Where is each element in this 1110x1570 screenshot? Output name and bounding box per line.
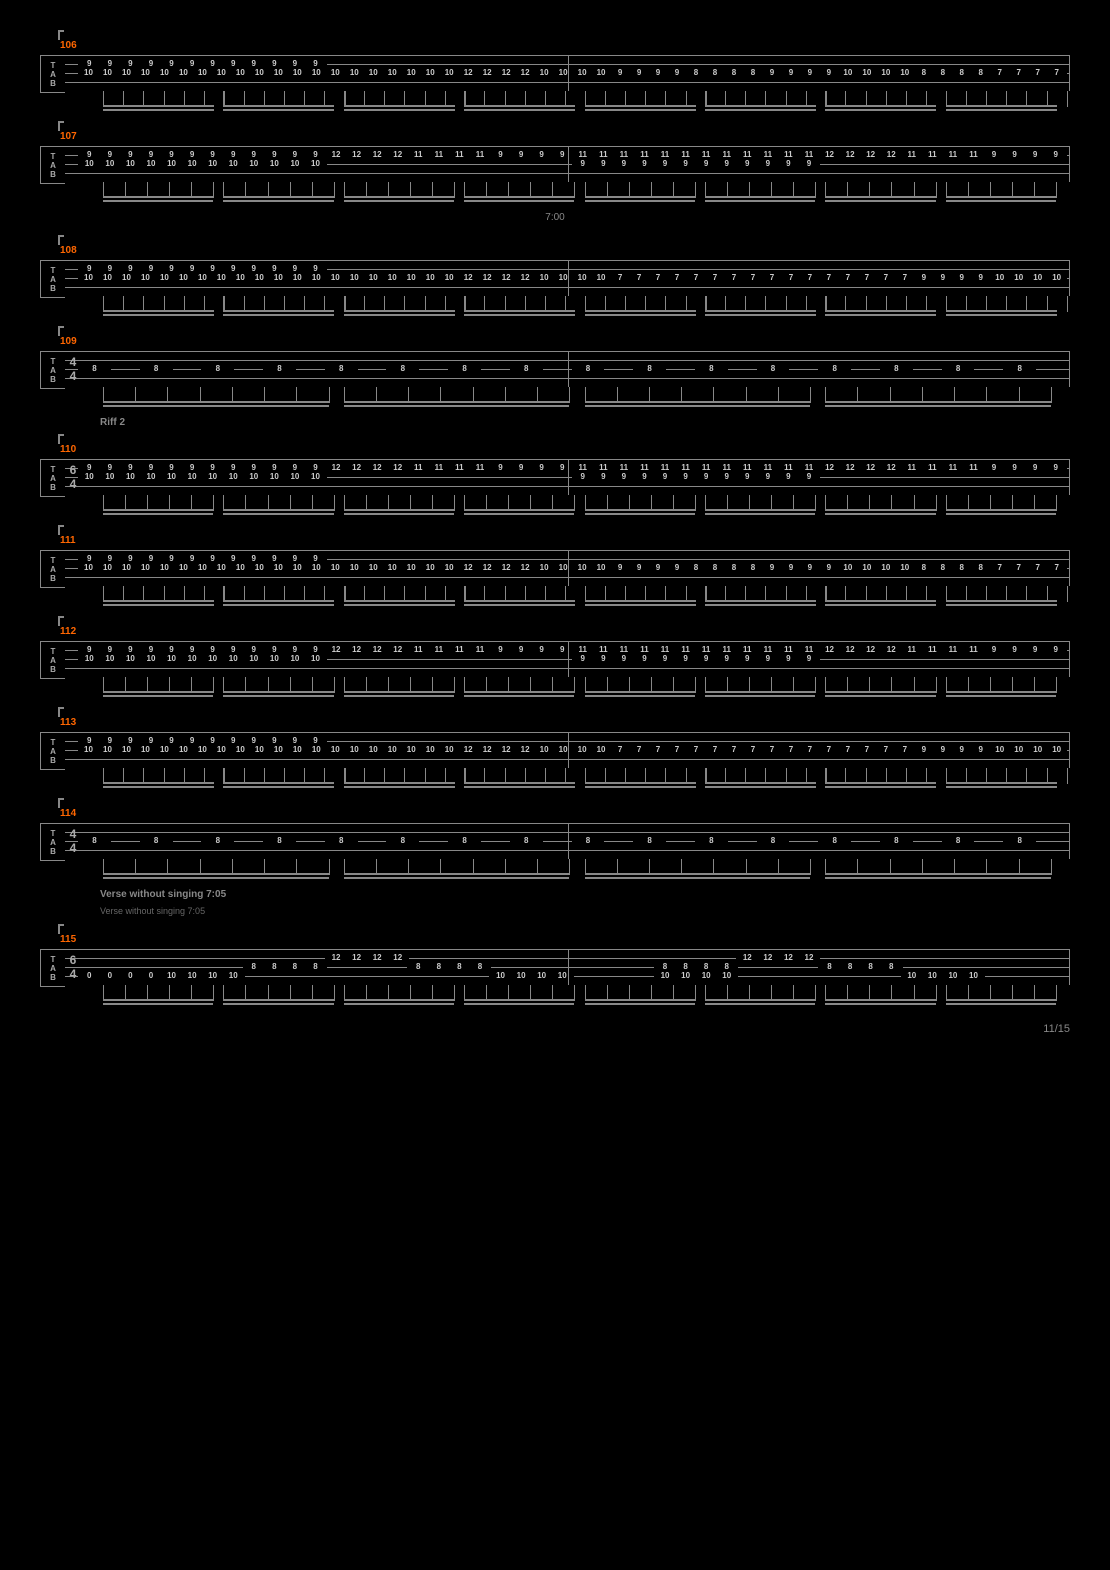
tab-notes-row: 1010101010101010101010101010101010101010… bbox=[79, 68, 1066, 77]
tab-notes-row: 999999999999 bbox=[79, 59, 1066, 68]
tab-notes-row: 000010101010101010101010101010101010 bbox=[79, 971, 1066, 980]
beam-area bbox=[103, 91, 1066, 113]
beam-area bbox=[103, 677, 1066, 699]
tab-notes-row: 8888888888888888 bbox=[79, 364, 1066, 373]
tab-staff: 9999999999991010101010101010101010101010… bbox=[65, 55, 1070, 91]
tab-clef-label: TAB bbox=[40, 550, 65, 588]
measure-block: 106TAB9999999999991010101010101010101010… bbox=[40, 30, 1070, 93]
tab-notes-row: 9999999999991212121211111111999911111111… bbox=[79, 150, 1066, 159]
section-label: Riff 2 bbox=[100, 417, 1070, 428]
tab-notes-row: 999999999999 bbox=[79, 554, 1066, 563]
tab-staff: 9999999999991212121211111111999911111111… bbox=[65, 641, 1070, 677]
measure-number: 112 bbox=[60, 626, 1070, 637]
measure-block: 113TAB9999999999991010101010101010101010… bbox=[40, 707, 1070, 770]
tab-staff: 448888888888888888 bbox=[65, 351, 1070, 387]
tab-staff: 9999999999991010101010101010101010101010… bbox=[65, 260, 1070, 296]
beam-area bbox=[103, 182, 1066, 204]
measure-number: 113 bbox=[60, 717, 1070, 728]
measure-number: 106 bbox=[60, 40, 1070, 51]
measure-block: 112 TAB 9999999999991212121211111111999911… bbox=[40, 616, 1070, 679]
tab-staff: 9999999999991010101010101010101010101010… bbox=[65, 550, 1070, 586]
tab-notes-row: 8888888888888888 bbox=[79, 962, 1066, 971]
tab-notes-row: 101010101010101010101010999999999999 bbox=[79, 159, 1066, 168]
beam-area bbox=[103, 495, 1066, 517]
tab-clef-label: TAB bbox=[40, 459, 65, 497]
tab-clef-label: TAB bbox=[40, 260, 65, 298]
tab-staff: 448888888888888888 bbox=[65, 823, 1070, 859]
tab-notes-row: 999999999999 bbox=[79, 264, 1066, 273]
measure-number: 114 bbox=[60, 808, 1070, 819]
tab-clef-label: TAB bbox=[40, 351, 65, 389]
measure-number: 111 bbox=[60, 535, 1070, 546]
tab-notes-row: 1010101010101010101010101010101010101010… bbox=[79, 563, 1066, 572]
tab-clef-label: TAB bbox=[40, 146, 65, 184]
tab-clef-label: TAB bbox=[40, 949, 65, 987]
measure-number: 109 bbox=[60, 336, 1070, 347]
tab-clef-label: TAB bbox=[40, 732, 65, 770]
verse-sublabel: Verse without singing 7:05 bbox=[100, 906, 1070, 916]
measure-block: 111TAB9999999999991010101010101010101010… bbox=[40, 525, 1070, 588]
measure-block: 109 TAB448888888888888888 bbox=[40, 326, 1070, 389]
measure-block: 107 TAB 9999999999991212121211111111999911… bbox=[40, 121, 1070, 184]
measure-number: 115 bbox=[60, 934, 1070, 945]
page-number: 11/15 bbox=[1043, 1023, 1070, 1035]
beam-area bbox=[103, 985, 1066, 1007]
tab-notes-row: 1010101010101010101010101010101010101010… bbox=[79, 273, 1066, 282]
tab-clef-label: TAB bbox=[40, 823, 65, 861]
tab-notes-row: 101010101010101010101010999999999999 bbox=[79, 472, 1066, 481]
tab-clef-label: TAB bbox=[40, 55, 65, 93]
beam-area bbox=[103, 586, 1066, 608]
timestamp-label: 7:00 bbox=[40, 212, 1070, 223]
tab-staff: 6412121212121212128888888888888888000010… bbox=[65, 949, 1070, 985]
measure-number: 107 bbox=[60, 131, 1070, 142]
tab-notes-row: 1010101010101010101010101010101010101010… bbox=[79, 745, 1066, 754]
tab-staff: 9999999999991010101010101010101010101010… bbox=[65, 732, 1070, 768]
verse-label: Verse without singing 7:05 bbox=[100, 889, 1070, 900]
measure-block: 114 TAB448888888888888888 bbox=[40, 798, 1070, 861]
measure-number: 110 bbox=[60, 444, 1070, 455]
beam-area bbox=[103, 387, 1066, 409]
beam-area bbox=[103, 768, 1066, 790]
tab-notes-row: 999999999999 bbox=[79, 736, 1066, 745]
tab-clef-label: TAB bbox=[40, 641, 65, 679]
tab-notes-row: 9999999999991212121211111111999911111111… bbox=[79, 463, 1066, 472]
beam-area bbox=[103, 296, 1066, 318]
measure-number: 108 bbox=[60, 245, 1070, 256]
tab-notes-row: 9999999999991212121211111111999911111111… bbox=[79, 645, 1066, 654]
beam-area bbox=[103, 859, 1066, 881]
tab-notes-row: 1212121212121212 bbox=[79, 953, 1066, 962]
measure-block: 108TAB9999999999991010101010101010101010… bbox=[40, 235, 1070, 298]
measure-block: 110 TAB6499999999999912121212111111119999… bbox=[40, 434, 1070, 497]
tab-staff: 9999999999991212121211111111999911111111… bbox=[65, 146, 1070, 182]
measure-block: 115 TAB6412121212121212128888888888888888… bbox=[40, 924, 1070, 987]
tab-notes-row: 8888888888888888 bbox=[79, 836, 1066, 845]
tab-staff: 6499999999999912121212111111119999111111… bbox=[65, 459, 1070, 495]
tab-notes-row: 101010101010101010101010999999999999 bbox=[79, 654, 1066, 663]
